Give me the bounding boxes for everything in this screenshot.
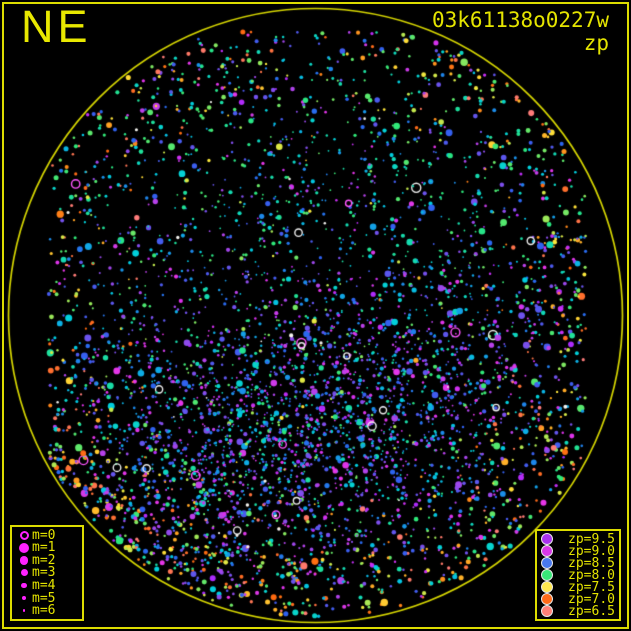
field-title: 03k61138o0227w: [431, 8, 609, 32]
magnitude-dot-cell: [16, 542, 32, 553]
magnitude-dot: [22, 609, 26, 612]
legend-row: m=6: [16, 603, 78, 619]
legend-label: zp=8.0: [568, 567, 615, 583]
legend-row: zp=7.0: [541, 591, 615, 607]
legend-label: m=6: [32, 603, 56, 619]
legend-row: zp=8.0: [541, 567, 615, 583]
zp-color-dot: [541, 545, 553, 557]
magnitude-dot-cell: [16, 609, 32, 612]
legend-label: m=2: [32, 552, 56, 568]
legend-label: zp=6.5: [568, 603, 615, 619]
legend-row: m=2: [16, 552, 78, 568]
zp-color-dot: [541, 569, 553, 581]
legend-label: zp=7.5: [568, 579, 615, 595]
field-subtitle: zp: [583, 30, 609, 55]
legend-label: zp=9.5: [568, 531, 615, 547]
legend-row: zp=9.0: [541, 543, 615, 559]
magnitude-dot: [21, 582, 27, 589]
legend-label: m=0: [32, 527, 56, 543]
magnitude-dot: [20, 569, 28, 577]
legend-row: m=4: [16, 578, 78, 594]
zp-color-dot: [541, 557, 553, 569]
legend-label: m=5: [32, 590, 56, 606]
legend-row: m=3: [16, 565, 78, 581]
legend-row: zp=7.5: [541, 579, 615, 595]
zp-color-dot: [541, 593, 553, 605]
magnitude-legend: m=0 m=1 m=2 m=3 m=4 m=5 m=6: [10, 525, 84, 621]
legend-label: zp=8.5: [568, 555, 615, 571]
magnitude-dot: [19, 556, 29, 565]
legend-row: zp=8.5: [541, 555, 615, 571]
magnitude-dot-cell: [16, 530, 32, 540]
legend-row: zp=9.5: [541, 531, 615, 547]
zp-color-dot: [541, 605, 553, 617]
magnitude-dot: [22, 596, 26, 601]
legend-label: zp=7.0: [568, 591, 615, 607]
zp-color-dot: [541, 533, 553, 545]
legend-row: zp=6.5: [541, 603, 615, 619]
legend-label: zp=9.0: [568, 543, 615, 559]
magnitude-dot-cell: [16, 556, 32, 565]
legend-label: m=4: [32, 578, 56, 594]
zp-color-legend: zp=9.5 zp=9.0 zp=8.5 zp=8.0 zp=7.5 zp=7.…: [535, 529, 621, 621]
magnitude-dot-cell: [16, 569, 32, 577]
legend-row: m=1: [16, 540, 78, 556]
legend-label: m=3: [32, 565, 56, 581]
magnitude-dot-cell: [16, 582, 32, 589]
legend-label: m=1: [32, 540, 56, 556]
magnitude-dot-cell: [16, 596, 32, 601]
zp-color-dot: [541, 581, 553, 593]
orientation-label: NE: [21, 1, 92, 52]
legend-row: m=0: [16, 527, 78, 543]
legend-row: m=5: [16, 590, 78, 606]
magnitude-dot: [19, 530, 29, 540]
magnitude-dot: [19, 542, 29, 553]
title-block: 03k61138o0227w zp: [432, 9, 609, 54]
